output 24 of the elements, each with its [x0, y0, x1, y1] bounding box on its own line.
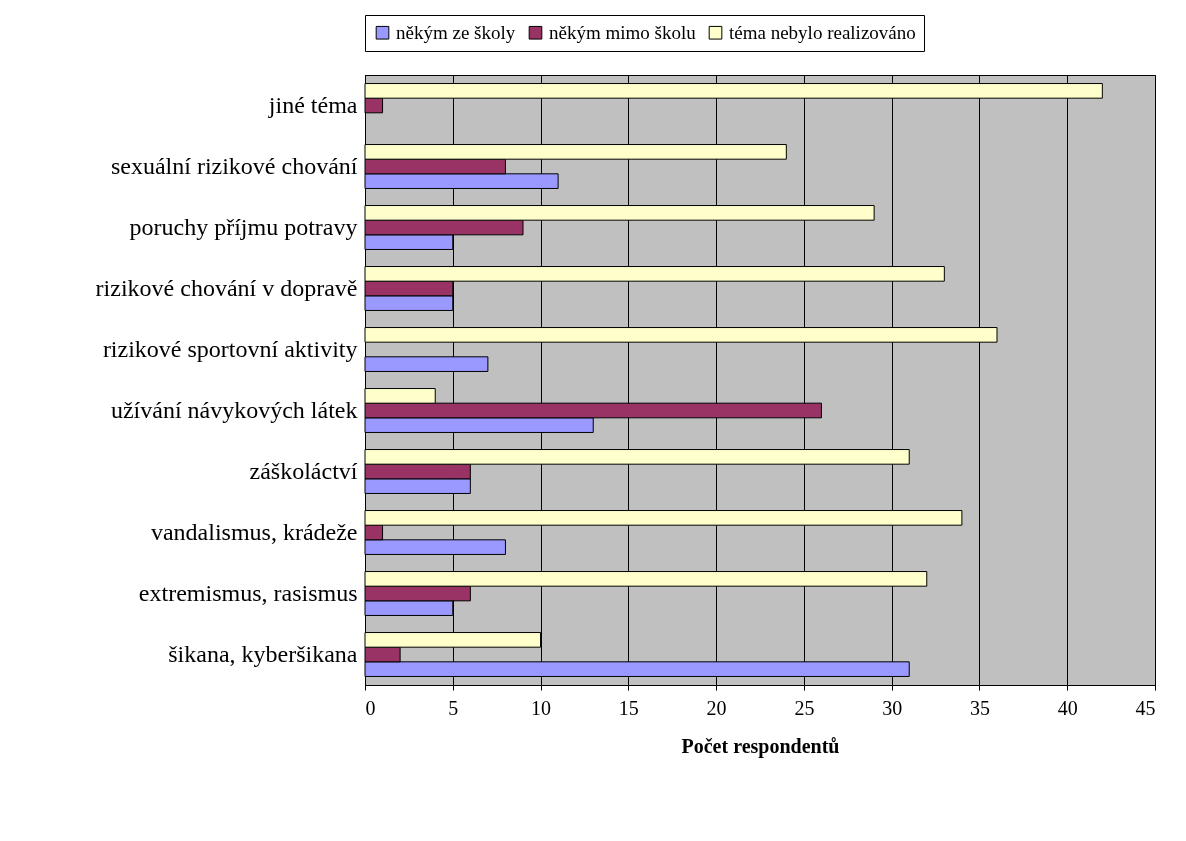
x-tick-label: 20 [706, 696, 727, 719]
x-tick-label: 35 [969, 696, 990, 719]
legend-label: někým ze školy [396, 21, 516, 43]
y-tick-label: extremismus, rasismus [138, 579, 358, 606]
y-tick-label: rizikové chování v dopravě [95, 274, 358, 301]
y-tick-label: jiné téma [267, 91, 358, 118]
x-tick-label: 25 [794, 696, 815, 719]
y-tick-label: rizikové sportovní aktivity [102, 335, 358, 362]
x-tick-label: 10 [531, 696, 552, 719]
x-tick-label: 45 [1135, 696, 1156, 719]
y-tick-label: vandalismus, krádeže [150, 518, 358, 545]
x-tick-label: 5 [448, 696, 459, 719]
x-tick-label: 40 [1057, 696, 1078, 719]
x-axis-title: Počet respondentů [681, 734, 840, 758]
y-tick-label: záškoláctví [249, 457, 358, 484]
legend-label: téma nebylo realizováno [729, 21, 916, 43]
x-tick-label: 0 [365, 696, 376, 719]
x-tick-label: 15 [618, 696, 639, 719]
y-tick-label: poruchy příjmu potravy [129, 213, 358, 240]
x-tick-label: 30 [882, 696, 903, 719]
legend-label: někým mimo školu [549, 21, 697, 43]
y-tick-label: šikana, kyberšikana [168, 640, 358, 667]
y-tick-label: sexuální rizikové chování [110, 152, 358, 179]
y-tick-label: užívání návykových látek [110, 396, 358, 423]
